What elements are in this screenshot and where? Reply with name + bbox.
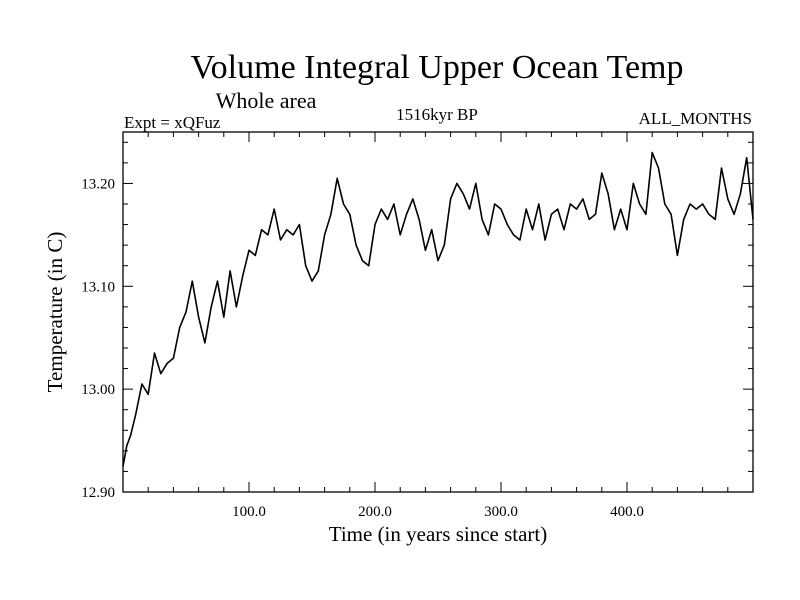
y-tick-label: 13.10 [81,279,115,295]
y-axis-label: Temperature (in C) [43,232,67,393]
chart-title: Volume Integral Upper Ocean Temp [191,49,684,86]
period-label: 1516kyr BP [396,105,478,124]
plot-frame [122,131,754,493]
months-label: ALL_MONTHS [639,109,752,128]
x-tick-label: 300.0 [484,504,518,520]
x-tick-label: 400.0 [610,504,644,520]
chart-subtitle: Whole area [216,88,317,113]
x-tick-label: 200.0 [358,504,392,520]
y-tick-label: 12.90 [81,485,115,501]
axis-ticks [123,132,753,492]
experiment-label: Expt = xQFuz [124,113,221,132]
x-tick-label: 100.0 [232,504,266,520]
y-tick-label: 13.20 [81,176,115,192]
x-axis-label: Time (in years since start) [329,522,548,546]
y-tick-label: 13.00 [81,382,115,398]
tick-labels: 100.0 200.0 300.0 400.0 12.90 13.00 13.10 13.20 [81,176,644,520]
temperature-series-line [122,151,754,467]
